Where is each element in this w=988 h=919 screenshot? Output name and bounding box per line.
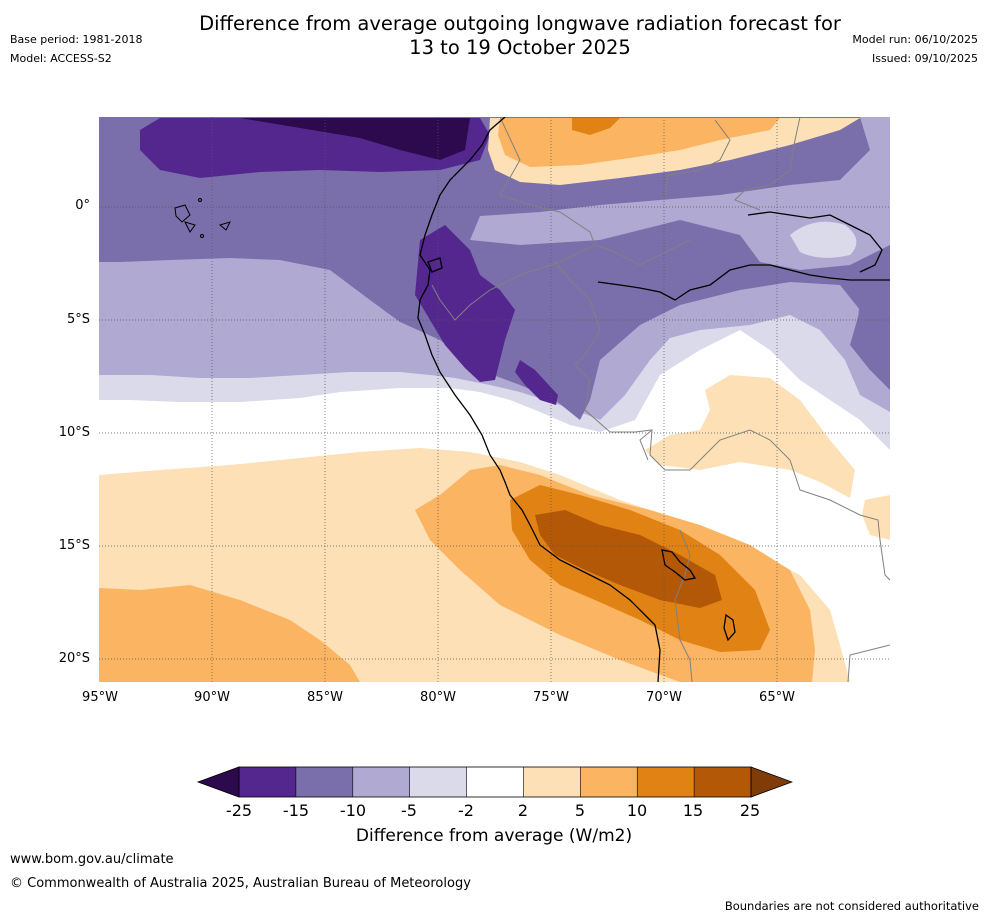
colorbar-outline-high (750, 766, 793, 798)
colorbar-tick: 5 (574, 801, 586, 820)
lon-label-85w: 85°W (307, 690, 343, 705)
shade-neg-east-deep (855, 265, 890, 390)
lat-label-0: 0° (75, 198, 90, 213)
website-link[interactable]: www.bom.gov.au/climate (10, 852, 174, 867)
lon-label-80w: 80°W (420, 690, 456, 705)
shade-neg-10-15-east (790, 221, 857, 258)
colorbar-tick: -15 (282, 801, 310, 820)
colorbar-tick: -2 (458, 801, 474, 820)
colorbar-tick: -25 (225, 801, 253, 820)
lon-label-65w: 65°W (759, 690, 795, 705)
colorbar (196, 766, 793, 798)
south-america-coast (417, 117, 661, 682)
colorbar-bin (637, 767, 695, 797)
shade-pos-15-25 (535, 510, 722, 608)
colorbar-tick: 10 (626, 801, 648, 820)
colorbar-bin (523, 767, 581, 797)
model-run: Model run: 06/10/2025 (852, 33, 978, 46)
colorbar-bin-extend-low (198, 767, 239, 797)
shade-pos-10-15-north (572, 118, 620, 135)
colorbar-bin (352, 767, 411, 797)
colorbar-tick: -10 (339, 801, 367, 820)
lat-label-15s: 15°S (58, 538, 90, 553)
lon-label-70w: 70°W (646, 690, 682, 705)
graticule (99, 117, 890, 682)
lon-label-95w: 95°W (82, 690, 118, 705)
title-line-1: Difference from average outgoing longwav… (199, 12, 841, 35)
lon-label-90w: 90°W (194, 690, 230, 705)
colorbar-bin (694, 767, 752, 797)
colorbar-bin (295, 767, 354, 797)
country-borders (431, 117, 890, 682)
colorbar-title: Difference from average (W/m2) (355, 826, 633, 846)
amazon-river (597, 264, 890, 301)
shade-neg-25-plus (240, 118, 470, 160)
shade-pos-2-5-east-edge (862, 495, 890, 540)
shade-neg-10-15 (99, 117, 890, 420)
lat-label-10s: 10°S (58, 425, 90, 440)
issued-date: Issued: 09/10/2025 (871, 52, 978, 65)
colorbar-tick: 15 (682, 801, 704, 820)
olr-anomaly-map (99, 117, 890, 682)
title-line-2: 13 to 19 October 2025 (409, 36, 631, 59)
shade-neg-15-25-coast (415, 225, 515, 382)
colorbar-bin (239, 767, 297, 797)
shade-neg-15-25-small (515, 360, 558, 405)
colorbar-tick: -5 (401, 801, 417, 820)
colorbar-bin (580, 767, 638, 797)
shade-pos-2-5-east (645, 375, 855, 498)
lake-titicaca (661, 549, 697, 581)
lat-label-20s: 20°S (58, 651, 90, 666)
model-name: Model: ACCESS-S2 (10, 52, 112, 65)
colorbar-tick: 2 (517, 801, 529, 820)
colorbar-tick: 25 (739, 801, 761, 820)
map-title: Difference from average outgoing longwav… (0, 12, 988, 60)
colorbar-bin-extend-high (751, 767, 792, 797)
galapagos-islands (174, 198, 231, 238)
amazon-river-north (747, 211, 883, 273)
lake-poopo (723, 613, 736, 642)
lat-label-5s: 5°S (66, 312, 90, 327)
boundary-disclaimer: Boundaries are not considered authoritat… (724, 899, 979, 913)
gulf-of-guayaquil (427, 257, 443, 273)
copyright-text: © Commonwealth of Australia 2025, Austra… (10, 876, 471, 891)
colorbar-bin (466, 767, 524, 797)
lon-label-75w: 75°W (533, 690, 569, 705)
shade-pos-5-10-southwest (99, 585, 360, 682)
shade-pos-5-10-north (498, 118, 780, 167)
coastlines (417, 117, 890, 682)
base-period: Base period: 1981-2018 (10, 33, 143, 46)
colorbar-bin (409, 767, 468, 797)
